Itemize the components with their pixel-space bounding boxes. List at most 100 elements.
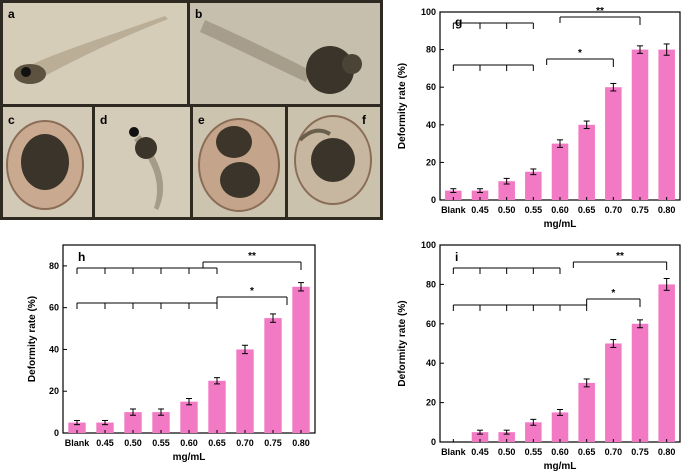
y-tick-label: 20 <box>426 157 436 167</box>
bar <box>292 286 310 433</box>
chart-g: g 0 20 40 60 80 100 Blank 0.45 0.50 0.55 0.60 0.65 0.… <box>397 6 681 230</box>
y-tick-label: 80 <box>49 261 59 271</box>
x-tick-label: 0.55 <box>525 447 543 457</box>
embryo-yolk-shape <box>135 137 157 159</box>
x-tick-label: 0.50 <box>124 438 142 448</box>
bar <box>498 181 515 200</box>
photo-c: c <box>3 107 92 217</box>
bar <box>180 401 198 433</box>
y-tick-label: 20 <box>49 386 59 396</box>
x-tick-label: 0.50 <box>498 205 516 215</box>
y-tick-label: 80 <box>426 279 436 289</box>
x-tick-label: 0.65 <box>578 205 596 215</box>
embryo-shape <box>21 134 69 190</box>
photo-d-bg <box>95 107 190 217</box>
bar <box>152 412 170 433</box>
bar <box>578 382 595 442</box>
x-axis-title: mg/mL <box>544 219 577 230</box>
sig-marker: * <box>250 286 254 297</box>
y-tick-label: 60 <box>426 319 436 329</box>
x-tick-label: 0.65 <box>578 447 596 457</box>
photo-b: b <box>190 3 380 104</box>
bar <box>551 143 569 200</box>
bar <box>96 422 114 433</box>
x-tick-label: 0.55 <box>152 438 170 448</box>
x-tick-label: Blank <box>65 438 91 448</box>
x-tick-label: 0.55 <box>525 205 543 215</box>
x-tick-label: 0.75 <box>264 438 282 448</box>
embryo-tail-shape <box>298 128 332 142</box>
x-tick-label: 0.80 <box>658 447 676 457</box>
x-axis-title: mg/mL <box>544 461 577 472</box>
sig-marker: * <box>578 48 582 59</box>
photo-label-f: f <box>362 113 367 127</box>
photo-d: d <box>95 107 190 217</box>
bar <box>208 380 226 433</box>
y-tick-label: 0 <box>431 195 436 205</box>
bar <box>605 87 622 200</box>
photo-f: f <box>288 107 380 217</box>
photo-e: e <box>193 107 285 217</box>
x-tick-label: 0.70 <box>605 205 623 215</box>
embryo-yolk-shape <box>311 138 355 182</box>
y-tick-label: 40 <box>49 344 59 354</box>
sig-marker: ** <box>596 6 604 17</box>
y-tick-label: 0 <box>431 437 436 447</box>
sig-marker: ** <box>248 251 256 262</box>
embryo-upper-shape <box>216 126 252 158</box>
photo-b-bg <box>190 3 380 104</box>
embryo-tail-shape <box>200 20 310 82</box>
panel-label: h <box>78 250 85 264</box>
y-axis-title: Deformity rate (%) <box>397 63 408 149</box>
y-tick-label: 40 <box>426 358 436 368</box>
bar <box>605 343 622 442</box>
x-tick-label: 0.80 <box>658 205 676 215</box>
photo-label-b: b <box>195 7 202 21</box>
bar <box>498 432 515 442</box>
embryo-head-shape <box>342 54 362 74</box>
x-tick-label: Blank <box>441 205 467 215</box>
x-tick-label: 0.45 <box>471 447 489 457</box>
y-axis-title: Deformity rate (%) <box>27 296 38 382</box>
bar <box>124 412 142 433</box>
y-tick-label: 60 <box>426 82 436 92</box>
panel-label: g <box>455 15 462 29</box>
photo-montage: a b c d <box>0 0 383 220</box>
bar <box>264 318 282 433</box>
x-tick-label: 0.80 <box>292 438 310 448</box>
embryo-eye-shape <box>129 127 139 137</box>
y-tick-label: 100 <box>421 7 436 17</box>
bar <box>525 422 542 442</box>
photo-label-c: c <box>8 113 15 127</box>
bar <box>631 323 649 442</box>
sig-marker: ** <box>616 251 624 262</box>
sig-marker: * <box>611 288 615 299</box>
chart-h: h 0 20 40 60 80 Blank 0.45 0.50 0.55 0.60 0.65 0.70 0… <box>27 244 316 463</box>
embryo-lower-shape <box>220 162 260 198</box>
larva-tail-shape <box>18 16 168 84</box>
photo-label-a: a <box>8 7 15 21</box>
x-tick-label: 0.60 <box>551 205 569 215</box>
y-tick-label: 0 <box>54 428 59 438</box>
x-tick-label: 0.50 <box>498 447 516 457</box>
x-tick-label: 0.75 <box>631 205 649 215</box>
bar <box>658 49 675 200</box>
bar <box>578 124 595 200</box>
bar <box>471 432 489 442</box>
photo-a: a <box>3 3 187 104</box>
x-tick-label: 0.45 <box>96 438 114 448</box>
chart-i: i 0 20 40 60 80 100 Blank 0.45 0.50 0.55 0.60 0.65 0.… <box>397 240 681 472</box>
larva-eye-shape <box>21 67 31 77</box>
y-tick-label: 80 <box>426 45 436 55</box>
bar <box>68 422 86 433</box>
bar <box>525 171 542 200</box>
y-tick-label: 60 <box>49 303 59 313</box>
x-tick-label: 0.70 <box>236 438 254 448</box>
bar <box>631 49 649 200</box>
x-tick-label: 0.60 <box>551 447 569 457</box>
x-tick-label: 0.70 <box>605 447 623 457</box>
x-tick-label: 0.65 <box>208 438 226 448</box>
y-axis-title: Deformity rate (%) <box>397 300 408 386</box>
x-tick-label: 0.60 <box>180 438 198 448</box>
